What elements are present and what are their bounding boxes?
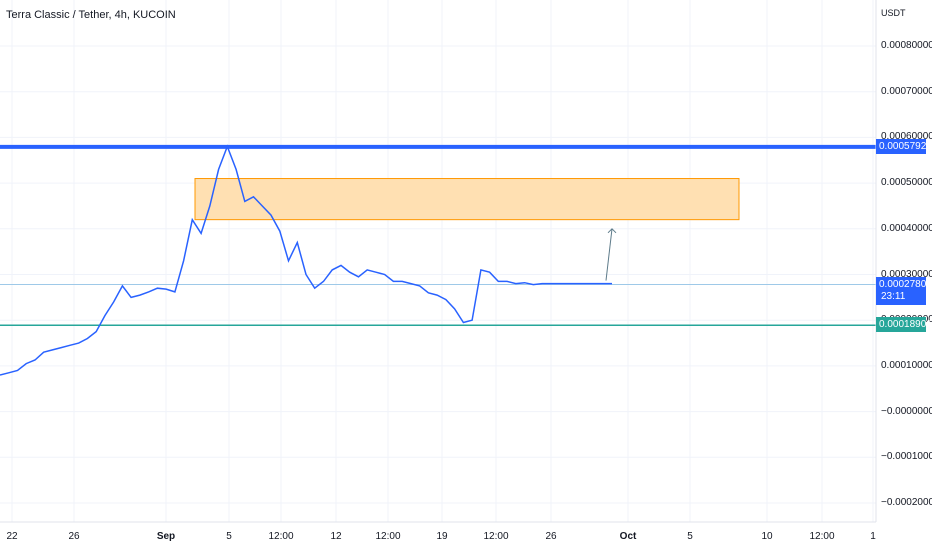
time-tick-label: 19 — [436, 531, 448, 542]
time-tick-label: 26 — [68, 531, 80, 542]
time-tick-label: 22 — [6, 531, 18, 542]
price-tick-label: 0.00080000 — [881, 40, 932, 51]
grid — [0, 0, 876, 522]
countdown-background — [876, 289, 926, 305]
time-tick-label: 12:00 — [483, 531, 509, 542]
price-tick-label: 0.00050000 — [881, 177, 932, 189]
time-tick-label: 1 — [870, 531, 876, 542]
projection-arrow[interactable] — [605, 228, 617, 281]
price-tick-label: −0.00000000 — [881, 405, 932, 417]
candle-countdown: 23:11 — [881, 290, 906, 302]
price-tick-label: 0.00030000 — [881, 268, 932, 280]
price-tick-label: 0.00010000 — [881, 359, 932, 371]
price-tick-label: −0.00010000 — [881, 451, 932, 463]
time-tick-label: 5 — [687, 531, 693, 542]
price-tick-label: 0.00060000 — [881, 131, 932, 143]
time-tick-label: 26 — [545, 531, 557, 542]
time-tick-label: 12:00 — [268, 531, 294, 542]
time-tick-label: 12:00 — [809, 531, 835, 542]
time-tick-label: Sep — [156, 531, 176, 542]
price-line — [0, 144, 612, 376]
chart-title: Terra Classic / Tether, 4h, KUCOIN — [6, 9, 176, 21]
time-tick-label: 10 — [761, 531, 773, 542]
time-tick-label: Oct — [619, 531, 637, 542]
current-price-tag: 0.00027804 — [876, 276, 932, 292]
time-tick-label: 12:00 — [375, 531, 401, 542]
price-tick-label: 0.00040000 — [881, 222, 932, 234]
time-tick-label: 5 — [226, 531, 232, 542]
resistance-price-tag: 0.00057922 — [876, 138, 932, 154]
currency-label: USDT — [881, 8, 906, 18]
time-tick-label: 12 — [330, 531, 342, 542]
supply-zone-rectangle[interactable] — [194, 178, 740, 221]
price-tick-label: 0.00070000 — [881, 85, 932, 97]
support-price-tag: 0.00018901 — [876, 317, 932, 333]
price-tick-label: −0.00020000 — [881, 497, 932, 508]
